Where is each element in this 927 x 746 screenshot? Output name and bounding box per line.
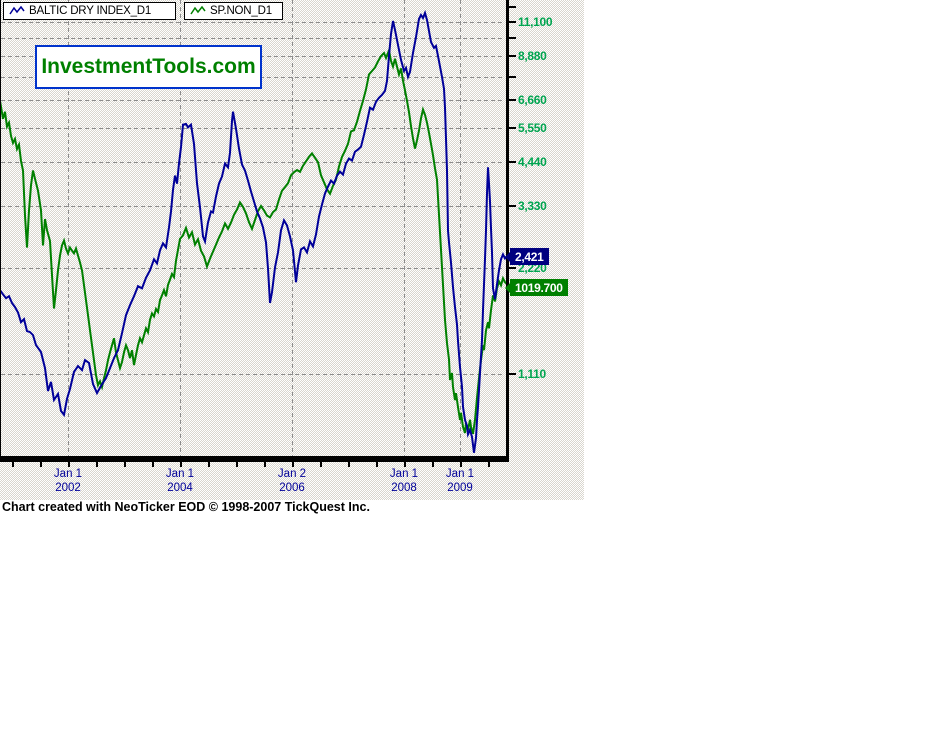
x-tick: [404, 462, 406, 467]
y-tick: [509, 127, 516, 129]
x-tick: [12, 462, 14, 467]
y-axis-label: 8,880: [518, 49, 547, 63]
x-tick: [460, 462, 462, 467]
y-tick: [509, 161, 516, 163]
x-tick: [96, 462, 98, 467]
x-tick: [40, 462, 42, 467]
footer-text: Chart created with NeoTicker EOD © 1998-…: [2, 500, 370, 514]
legend-item-baltic[interactable]: BALTIC DRY INDEX_D1: [3, 2, 176, 20]
legend-item-sp[interactable]: SP.NON_D1: [184, 2, 283, 20]
price-tag-sp: 1019.700: [505, 279, 568, 296]
x-tick: [292, 462, 294, 467]
y-axis-label: 5,550: [518, 121, 547, 135]
y-tick: [509, 37, 516, 39]
x-axis-label: Jan 1 2009: [445, 468, 475, 494]
series-line-baltic: [0, 9, 509, 453]
x-axis-label: Jan 2 2006: [277, 468, 307, 494]
x-tick: [488, 462, 490, 467]
x-axis-label: Jan 1 2004: [165, 468, 195, 494]
plot-right-border: [506, 0, 509, 462]
logo-box: InvestmentTools.com: [35, 45, 262, 89]
x-tick: [264, 462, 266, 467]
x-axis-label: Jan 1 2002: [53, 468, 83, 494]
line-icon-baltic: [8, 4, 26, 18]
line-icon-sp: [189, 4, 207, 18]
legend-label-baltic: BALTIC DRY INDEX_D1: [29, 5, 152, 17]
legend-label-sp: SP.NON_D1: [210, 5, 272, 17]
y-axis-label: 1,110: [518, 367, 546, 381]
x-axis-label: Jan 1 2008: [389, 468, 419, 494]
x-tick: [180, 462, 182, 467]
x-tick: [376, 462, 378, 467]
x-axis-bar: [0, 456, 509, 462]
x-tick: [432, 462, 434, 467]
price-tag-sp-value: 1019.700: [515, 280, 563, 295]
x-tick: [152, 462, 154, 467]
y-tick: [509, 267, 516, 269]
y-axis-label: 11,100: [518, 15, 553, 29]
y-tick: [509, 55, 516, 57]
y-tick: [509, 21, 516, 23]
x-tick: [208, 462, 210, 467]
x-tick: [320, 462, 322, 467]
chart-region: BALTIC DRY INDEX_D1 SP.NON_D1 Investment…: [0, 0, 584, 500]
plot-left-border: [0, 0, 1, 456]
y-tick: [509, 205, 516, 207]
y-tick: [509, 6, 516, 8]
y-axis-label: 3,330: [518, 199, 547, 213]
y-tick: [509, 373, 516, 375]
y-tick: [509, 76, 516, 78]
x-tick: [348, 462, 350, 467]
price-history-chart: [0, 0, 516, 467]
x-tick: [236, 462, 238, 467]
x-tick: [68, 462, 70, 467]
y-axis-label: 4,440: [518, 155, 547, 169]
logo-text: InvestmentTools.com: [41, 55, 256, 78]
x-tick: [124, 462, 126, 467]
price-tag-baltic-value: 2,421: [515, 249, 544, 264]
y-tick: [509, 99, 516, 101]
series-line-sp: [0, 46, 509, 435]
price-tag-baltic: 2,421: [505, 248, 549, 265]
y-axis-label: 6,660: [518, 93, 547, 107]
